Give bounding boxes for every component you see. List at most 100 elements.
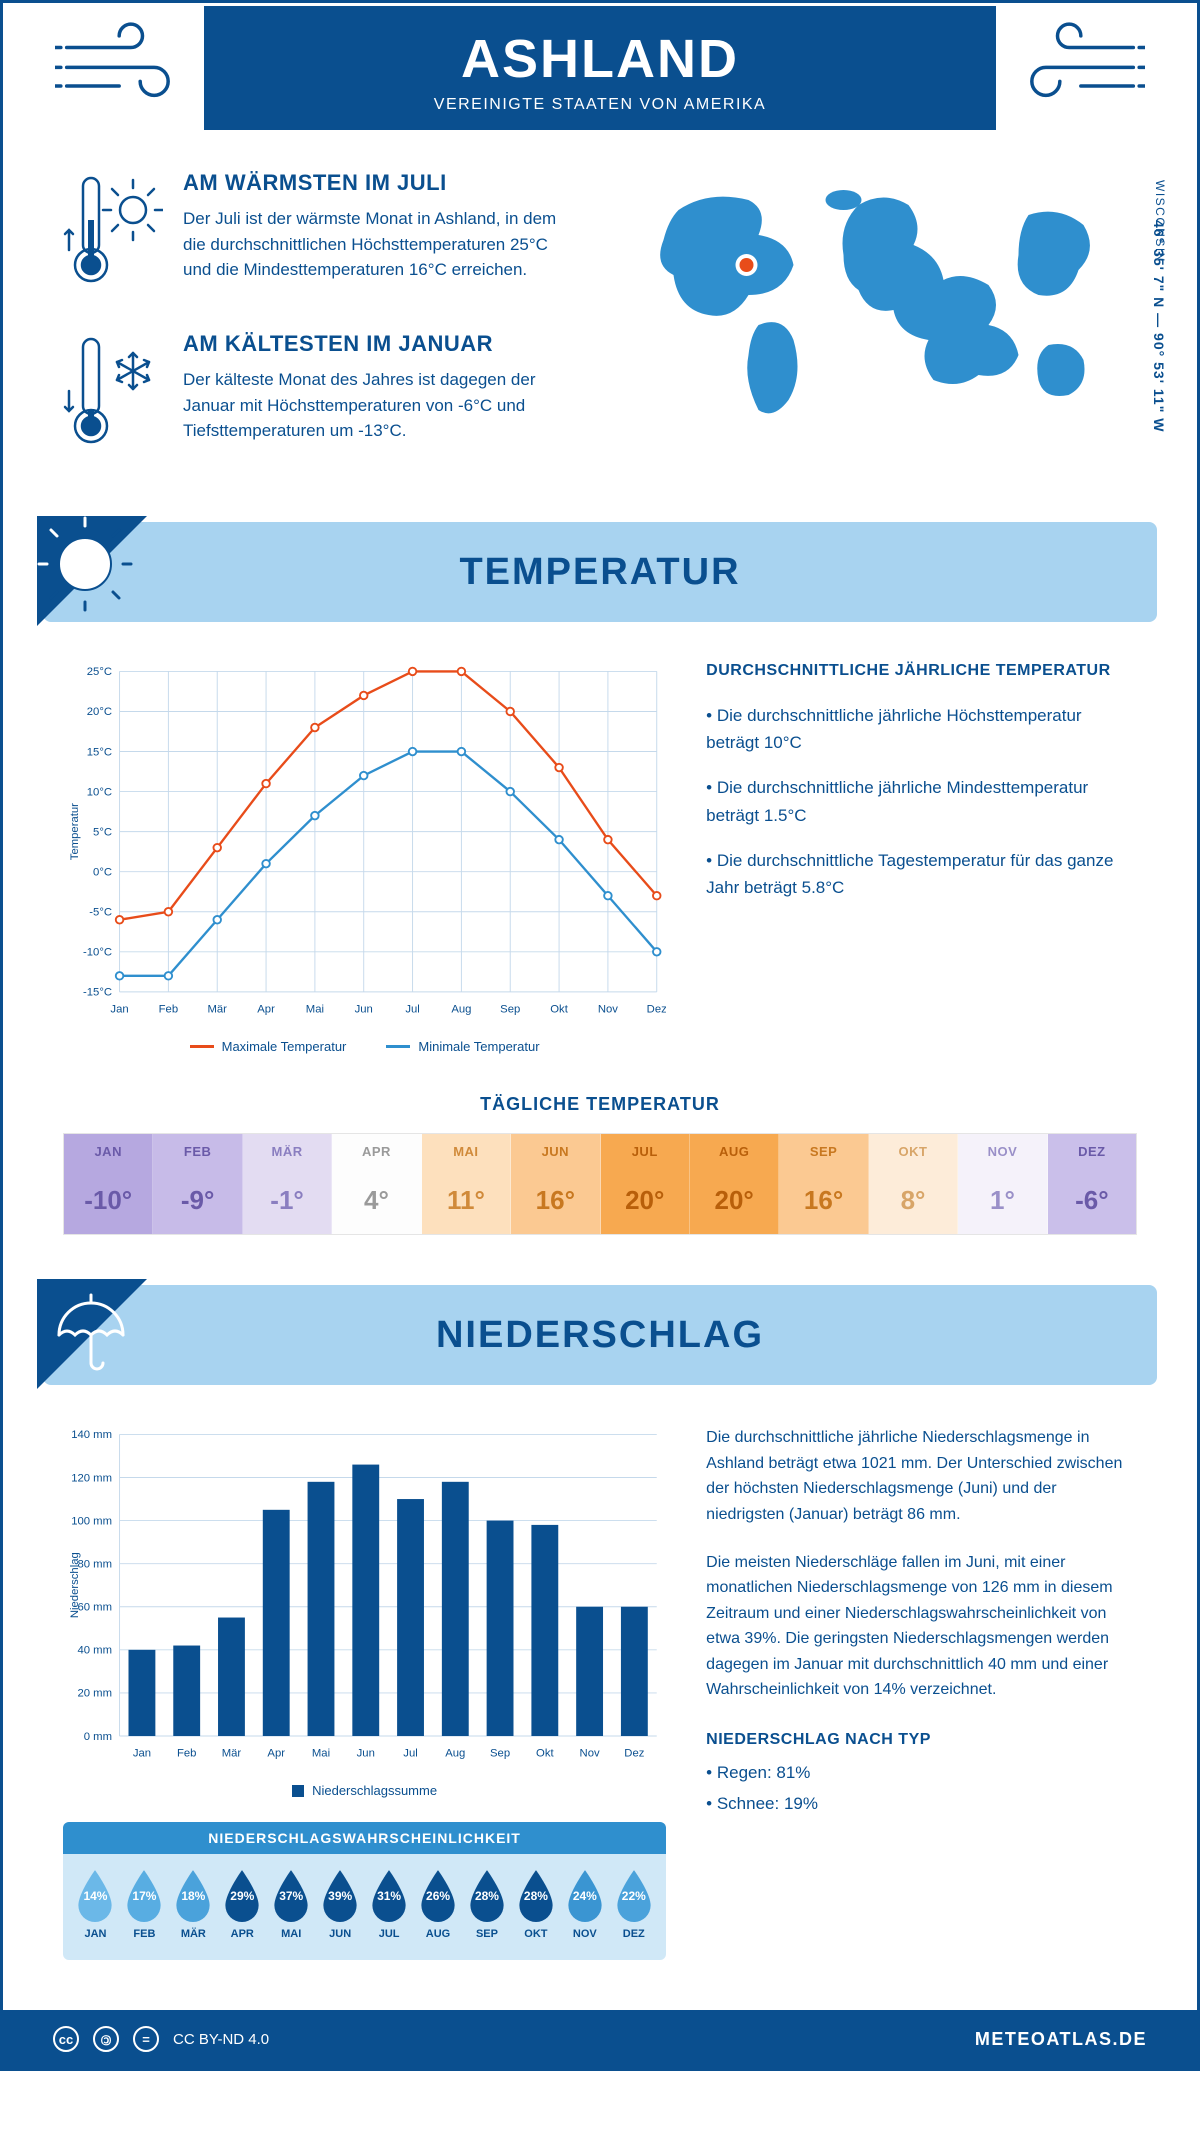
map-column: WISCONSIN 46° 35' 7" N — 90° 53' 11" W: [620, 170, 1137, 492]
svg-text:Mai: Mai: [312, 1748, 330, 1760]
fact-cold-title: AM KÄLTESTEN IM JANUAR: [183, 331, 580, 357]
svg-text:Apr: Apr: [257, 1004, 275, 1016]
probability-item: 26%AUG: [414, 1868, 463, 1940]
svg-text:0 mm: 0 mm: [84, 1731, 112, 1743]
svg-text:-15°C: -15°C: [83, 987, 112, 999]
svg-text:Dez: Dez: [624, 1748, 644, 1760]
probability-item: 37%MAI: [267, 1868, 316, 1940]
precip-type-title: NIEDERSCHLAG NACH TYP: [706, 1731, 1137, 1749]
legend-max: Maximale Temperatur: [190, 1039, 347, 1054]
svg-text:25°C: 25°C: [87, 666, 112, 678]
nd-icon: =: [133, 2026, 159, 2052]
thermometer-sun-icon: [63, 170, 163, 295]
wind-icon-left: [43, 3, 207, 132]
svg-text:Okt: Okt: [536, 1748, 554, 1760]
fact-warmest: AM WÄRMSTEN IM JULI Der Juli ist der wär…: [63, 170, 580, 295]
svg-text:Mär: Mär: [207, 1004, 227, 1016]
precip-chart-row: 0 mm 20 mm 40 mm 60 mm 80 mm 100 mm 120 mm 140 …: [3, 1385, 1197, 1980]
svg-text:Jan: Jan: [110, 1004, 128, 1016]
umbrella-icon: [37, 1279, 147, 1389]
fact-warm-title: AM WÄRMSTEN IM JULI: [183, 170, 580, 196]
header-band: ASHLAND VEREINIGTE STAATEN VON AMERIKA: [204, 6, 996, 130]
daily-temp-cell: MAI11°: [422, 1134, 511, 1234]
svg-text:Feb: Feb: [159, 1004, 178, 1016]
infographic-page: ASHLAND VEREINIGTE STAATEN VON AMERIKA A…: [0, 0, 1200, 2071]
probability-item: 39%JUN: [316, 1868, 365, 1940]
precipitation-side: Die durchschnittliche jährliche Niedersc…: [706, 1425, 1137, 1960]
header-row: ASHLAND VEREINIGTE STAATEN VON AMERIKA: [3, 3, 1197, 132]
svg-text:Niederschlag: Niederschlag: [69, 1552, 81, 1618]
legend-min: Minimale Temperatur: [386, 1039, 539, 1054]
svg-text:100 mm: 100 mm: [71, 1515, 112, 1527]
coordinates: 46° 35' 7" N — 90° 53' 11" W: [1151, 220, 1167, 432]
facts-column: AM WÄRMSTEN IM JULI Der Juli ist der wär…: [63, 170, 580, 492]
precip-text-1: Die durchschnittliche jährliche Niedersc…: [706, 1425, 1137, 1527]
by-icon: 🄯: [93, 2026, 119, 2052]
svg-text:Temperatur: Temperatur: [69, 803, 81, 860]
location-marker-icon: [740, 258, 754, 272]
daily-temp-cell: DEZ-6°: [1048, 1134, 1136, 1234]
daily-temp-cell: SEP16°: [779, 1134, 868, 1234]
probability-item: 31%JUL: [365, 1868, 414, 1940]
svg-text:Jul: Jul: [403, 1748, 417, 1760]
temperature-chart: -15°C-10°C-5°C0°C5°C10°C15°C20°C25°CJanF…: [63, 662, 666, 1054]
precip-legend: Niederschlagssumme: [63, 1783, 666, 1798]
svg-text:120 mm: 120 mm: [71, 1472, 112, 1484]
svg-text:Apr: Apr: [267, 1748, 285, 1760]
top-section: AM WÄRMSTEN IM JULI Der Juli ist der wär…: [3, 132, 1197, 522]
precipitation-banner: NIEDERSCHLAG: [43, 1285, 1157, 1385]
temp-bullet: • Die durchschnittliche Tagestemperatur …: [706, 847, 1137, 901]
svg-text:Mär: Mär: [222, 1748, 242, 1760]
world-map-icon: [620, 170, 1137, 430]
daily-temp-table: JAN-10°FEB-9°MÄR-1°APR4°MAI11°JUN16°JUL2…: [63, 1133, 1137, 1235]
temperature-banner: TEMPERATUR: [43, 522, 1157, 622]
svg-text:Jul: Jul: [405, 1004, 419, 1016]
probability-item: 18%MÄR: [169, 1868, 218, 1940]
svg-text:0°C: 0°C: [93, 866, 112, 878]
daily-temp-cell: JUL20°: [601, 1134, 690, 1234]
svg-text:Dez: Dez: [647, 1004, 666, 1016]
daily-temp-cell: OKT8°: [869, 1134, 958, 1234]
probability-item: 17%FEB: [120, 1868, 169, 1940]
svg-text:20 mm: 20 mm: [77, 1688, 112, 1700]
probability-item: 22%DEZ: [609, 1868, 658, 1940]
temp-side-title: DURCHSCHNITTLICHE JÄHRLICHE TEMPERATUR: [706, 662, 1137, 680]
probability-item: 28%SEP: [463, 1868, 512, 1940]
svg-text:Jan: Jan: [133, 1748, 151, 1760]
cc-icon: cc: [53, 2026, 79, 2052]
svg-text:80 mm: 80 mm: [77, 1559, 112, 1571]
svg-text:Jun: Jun: [357, 1748, 375, 1760]
svg-text:20°C: 20°C: [87, 706, 112, 718]
daily-temp-cell: NOV1°: [958, 1134, 1047, 1234]
svg-text:40 mm: 40 mm: [77, 1645, 112, 1657]
country-name: VEREINIGTE STAATEN VON AMERIKA: [204, 96, 996, 114]
probability-item: 28%OKT: [511, 1868, 560, 1940]
footer: cc 🄯 = CC BY-ND 4.0 METEOATLAS.DE: [3, 2010, 1197, 2068]
temperature-chart-row: -15°C-10°C-5°C0°C5°C10°C15°C20°C25°CJanF…: [3, 622, 1197, 1074]
temperature-title: TEMPERATUR: [459, 551, 740, 594]
thermometer-snowflake-icon: [63, 331, 163, 456]
svg-text:5°C: 5°C: [93, 826, 112, 838]
svg-text:Aug: Aug: [445, 1748, 465, 1760]
probability-item: 24%NOV: [560, 1868, 609, 1940]
probability-box: NIEDERSCHLAGSWAHRSCHEINLICHKEIT 14%JAN17…: [63, 1822, 666, 1960]
daily-temp-cell: JUN16°: [511, 1134, 600, 1234]
footer-site: METEOATLAS.DE: [975, 2029, 1147, 2050]
svg-text:Nov: Nov: [580, 1748, 600, 1760]
svg-text:Mai: Mai: [306, 1004, 324, 1016]
svg-text:Feb: Feb: [177, 1748, 196, 1760]
precipitation-chart: 0 mm 20 mm 40 mm 60 mm 80 mm 100 mm 120 mm 140 …: [63, 1425, 666, 1960]
svg-text:Jun: Jun: [355, 1004, 373, 1016]
fact-warm-text: Der Juli ist der wärmste Monat in Ashlan…: [183, 206, 580, 283]
precip-text-2: Die meisten Niederschläge fallen im Juni…: [706, 1550, 1137, 1704]
svg-text:Sep: Sep: [490, 1748, 510, 1760]
fact-coldest: AM KÄLTESTEN IM JANUAR Der kälteste Mona…: [63, 331, 580, 456]
precip-type-bullet: • Regen: 81%: [706, 1759, 1137, 1786]
svg-text:Sep: Sep: [500, 1004, 520, 1016]
temp-legend: Maximale Temperatur Minimale Temperatur: [63, 1039, 666, 1054]
probability-item: 29%APR: [218, 1868, 267, 1940]
svg-text:Nov: Nov: [598, 1004, 618, 1016]
svg-text:140 mm: 140 mm: [71, 1429, 112, 1441]
probability-title: NIEDERSCHLAGSWAHRSCHEINLICHKEIT: [63, 1822, 666, 1854]
svg-text:60 mm: 60 mm: [77, 1602, 112, 1614]
